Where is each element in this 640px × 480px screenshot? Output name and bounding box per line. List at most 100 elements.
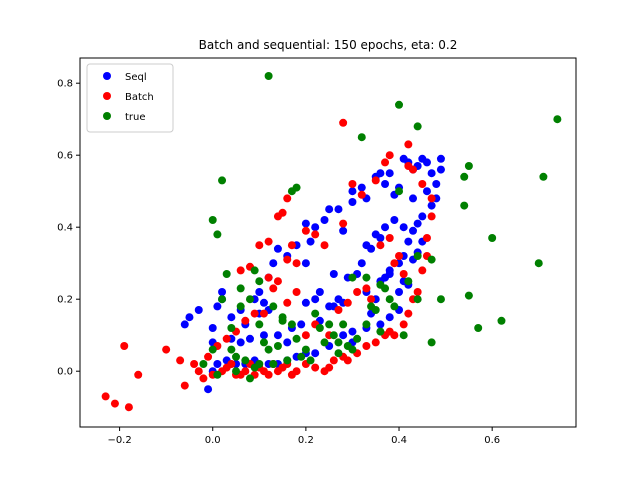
point-seql-52 [381, 180, 390, 188]
point-batch-63 [311, 230, 320, 239]
point-true-23 [255, 277, 264, 286]
point-seql-14 [339, 331, 348, 340]
point-true-7 [460, 172, 469, 181]
point-batch-28 [292, 367, 301, 376]
point-true-30 [413, 295, 422, 304]
point-true-35 [474, 324, 483, 332]
point-true-37 [255, 320, 264, 329]
point-seql-0 [204, 385, 213, 394]
point-true-59 [362, 320, 371, 329]
point-true-77 [334, 338, 343, 347]
point-true-61 [376, 327, 385, 336]
point-true-4 [357, 133, 366, 142]
point-true-79 [255, 360, 264, 368]
point-seql-22 [194, 306, 203, 314]
point-batch-42 [399, 320, 408, 329]
point-true-64 [301, 345, 310, 354]
point-seql-34 [269, 259, 278, 268]
point-batch-72 [236, 266, 245, 275]
point-true-51 [199, 360, 208, 368]
point-seql-17 [376, 320, 385, 329]
point-batch-62 [320, 241, 329, 250]
point-true-62 [259, 338, 268, 347]
point-true-13 [208, 216, 217, 224]
point-batch-1 [110, 399, 119, 408]
point-seql-91 [311, 295, 320, 304]
point-batch-78 [283, 298, 292, 307]
legend-marker-batch [103, 92, 111, 100]
point-seql-2 [213, 360, 222, 368]
point-seql-68 [413, 219, 422, 228]
point-seql-48 [357, 183, 366, 192]
point-batch-48 [422, 234, 431, 242]
point-batch-73 [264, 273, 273, 282]
x-tick-label: −0.2 [107, 435, 131, 446]
x-axis: −0.2 0.0 0.2 0.4 0.6 [107, 427, 500, 446]
point-true-50 [208, 345, 217, 354]
point-true-46 [297, 352, 306, 361]
point-true-70 [385, 295, 394, 304]
point-seql-20 [180, 320, 189, 329]
point-seql-84 [385, 270, 394, 278]
point-batch-94 [367, 295, 376, 304]
point-seql-35 [273, 244, 282, 253]
point-batch-8 [190, 360, 199, 368]
point-seql-118 [329, 270, 338, 278]
point-true-28 [236, 284, 245, 293]
point-batch-95 [376, 241, 385, 250]
point-true-56 [283, 356, 292, 365]
point-seql-31 [255, 288, 264, 296]
legend: Seql Batch true [86, 63, 174, 133]
point-true-55 [273, 342, 282, 350]
chart-title: Batch and sequential: 150 epochs, eta: 0… [199, 38, 458, 52]
point-true-78 [227, 345, 236, 354]
point-true-65 [325, 320, 334, 329]
point-true-38 [227, 324, 236, 332]
point-true-22 [348, 273, 357, 282]
point-seql-85 [395, 288, 404, 296]
point-batch-55 [385, 151, 394, 160]
x-tick-label: 0.4 [391, 435, 407, 446]
point-true-14 [213, 230, 222, 239]
point-true-71 [404, 277, 413, 286]
point-seql-41 [311, 223, 320, 232]
y-tick-label: 0.2 [57, 295, 73, 306]
point-batch-3 [120, 342, 129, 350]
point-seql-64 [436, 154, 445, 163]
point-seql-39 [306, 237, 315, 246]
point-batch-98 [395, 252, 404, 260]
point-seql-12 [311, 349, 320, 358]
legend-label-batch: Batch [125, 92, 154, 103]
point-batch-97 [390, 259, 399, 268]
point-true-17 [427, 255, 436, 264]
point-true-27 [464, 291, 473, 300]
point-batch-59 [339, 118, 348, 127]
point-true-12 [460, 201, 469, 210]
point-batch-37 [362, 342, 371, 350]
point-batch-45 [413, 288, 422, 296]
point-batch-17 [241, 367, 250, 376]
point-seql-67 [418, 212, 427, 221]
legend-label-true: true [125, 112, 146, 123]
point-true-43 [241, 356, 250, 365]
point-batch-51 [418, 180, 427, 188]
point-seql-24 [213, 302, 222, 311]
point-batch-75 [283, 255, 292, 264]
point-seql-23 [208, 324, 217, 332]
point-batch-60 [357, 190, 366, 199]
point-batch-70 [255, 241, 264, 250]
point-true-45 [264, 345, 273, 354]
point-batch-14 [227, 360, 236, 368]
point-seql-69 [409, 226, 417, 235]
point-seql-90 [301, 298, 310, 307]
point-batch-33 [329, 356, 338, 365]
point-true-47 [306, 356, 315, 365]
point-batch-86 [204, 352, 213, 361]
point-seql-40 [301, 219, 310, 228]
point-seql-53 [385, 169, 394, 178]
point-seql-51 [376, 169, 385, 178]
point-seql-66 [422, 187, 431, 196]
point-seql-42 [320, 216, 329, 224]
point-true-49 [348, 345, 357, 354]
